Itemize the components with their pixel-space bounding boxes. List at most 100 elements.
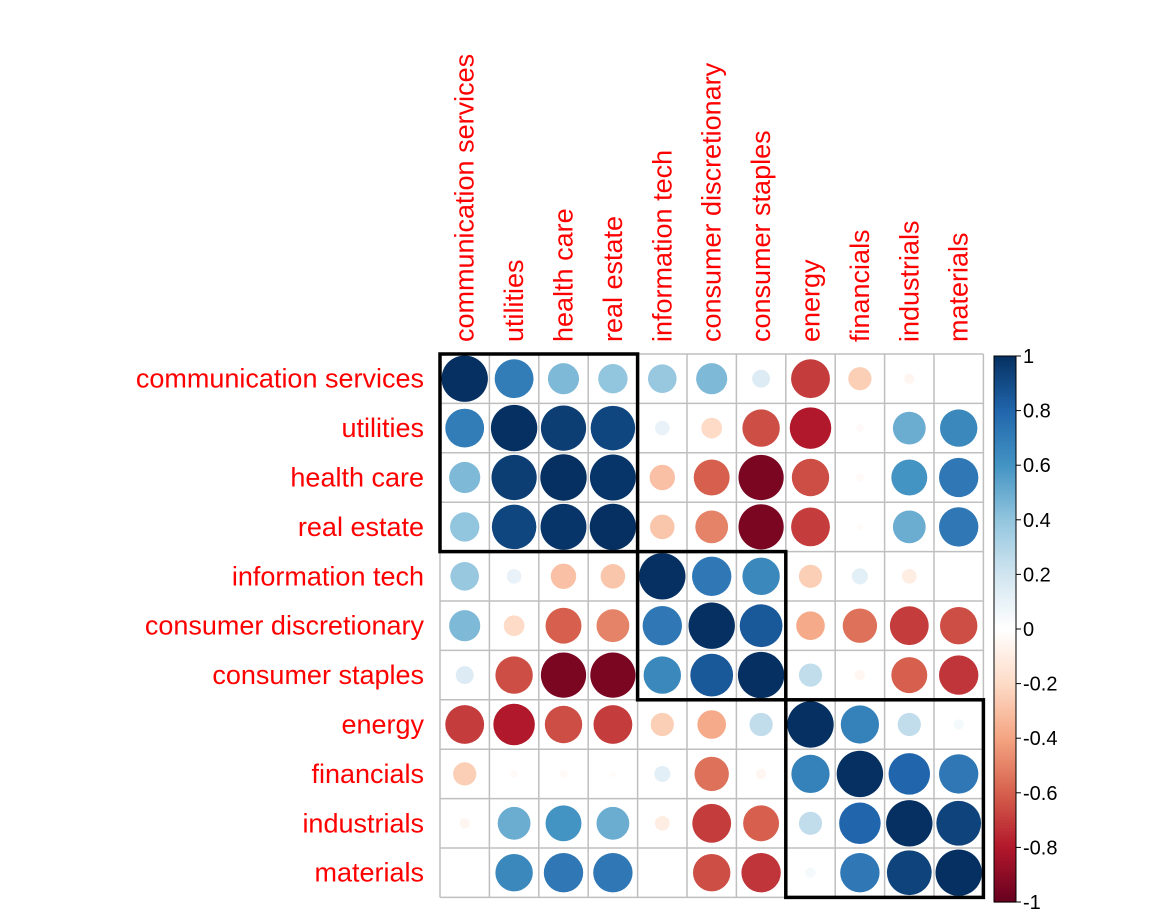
colorbar-tick-label: 0.8 — [1023, 401, 1051, 423]
colorbar-segment — [994, 544, 1016, 548]
colorbar-segment — [994, 770, 1016, 775]
corr-circle-communication-services-utilities — [494, 359, 534, 399]
colorbar-segment — [994, 757, 1016, 761]
colorbar-segment — [994, 776, 1016, 780]
colorbar-segment — [994, 380, 1016, 384]
corr-circle-utilities-consumer-discretionary — [701, 417, 723, 439]
colorbar-segment — [994, 710, 1016, 715]
corr-circle-communication-services-real-estate — [598, 364, 628, 394]
colorbar-segment — [994, 637, 1016, 641]
colorbar-tick-label: -1 — [1023, 892, 1041, 914]
colorbar-tick-label: 0.4 — [1023, 510, 1051, 532]
colorbar-segment — [994, 579, 1016, 584]
colorbar-segment — [994, 424, 1016, 428]
colorbar-segment — [994, 855, 1016, 859]
cluster-rect-3 — [784, 698, 986, 900]
colorbar-segment — [994, 719, 1016, 723]
colorbar-segment — [994, 795, 1016, 799]
colorbar-segment — [994, 541, 1016, 545]
correlation-circles — [441, 355, 982, 896]
corr-circle-materials-energy — [805, 867, 816, 878]
colorbar-segment — [994, 432, 1016, 436]
row-label-real-estate: real estate — [298, 512, 424, 542]
colorbar-segment — [994, 623, 1016, 627]
col-label-real-estate: real estate — [598, 216, 628, 342]
corr-circle-utilities-utilities — [490, 404, 538, 452]
colorbar-segment — [994, 500, 1016, 505]
corr-circle-information-tech-utilities — [506, 568, 522, 584]
corr-circle-real-estate-financials — [856, 523, 864, 531]
colorbar-segment — [994, 620, 1016, 625]
colorbar-segment — [994, 863, 1016, 868]
corr-circle-materials-materials — [935, 849, 982, 896]
colorbar-segment — [994, 738, 1016, 742]
row-label-health-care: health care — [290, 463, 424, 493]
colorbar-segment — [994, 538, 1016, 543]
colorbar-segment — [994, 850, 1016, 854]
colorbar-segment — [994, 508, 1016, 513]
colorbar-segment — [994, 642, 1016, 646]
corr-circle-financials-financials — [836, 750, 884, 798]
colorbar-segment — [994, 754, 1016, 758]
colorbar-segment — [994, 443, 1016, 447]
colorbar-segment — [994, 882, 1016, 887]
corr-circle-health-care-health-care — [540, 454, 587, 501]
colorbar-segment — [994, 634, 1016, 638]
corr-circle-real-estate-information-tech — [650, 514, 675, 540]
colorbar-segment — [994, 517, 1016, 521]
colorbar-tick-label: 0 — [1023, 619, 1034, 641]
corr-circle-financials-information-tech — [654, 765, 671, 782]
colorbar-segment — [994, 356, 1016, 360]
corr-circle-industrials-financials — [839, 802, 881, 845]
corr-circle-real-estate-communication-services — [450, 512, 480, 542]
colorbar-segment — [994, 429, 1016, 434]
colorbar-segment — [994, 596, 1016, 600]
colorbar-segment — [994, 437, 1016, 442]
colorbar-segment — [994, 577, 1016, 581]
colorbar-segment — [994, 787, 1016, 791]
colorbar-segment — [994, 582, 1016, 586]
colorbar-segment — [994, 405, 1016, 409]
colorbar-segment — [994, 806, 1016, 810]
colorbar-segment — [994, 798, 1016, 802]
corr-circle-health-care-utilities — [491, 454, 537, 501]
colorbar-segment — [994, 631, 1016, 636]
colorbar-segment — [994, 869, 1016, 873]
colorbar-segment — [994, 841, 1016, 846]
colorbar-segment — [994, 639, 1016, 644]
corr-circle-industrials-energy — [798, 811, 823, 835]
colorbar-segment — [994, 661, 1016, 666]
colorbar-segment — [994, 612, 1016, 616]
colorbar-segment — [994, 487, 1016, 491]
colorbar-segment — [994, 377, 1016, 382]
colorbar-segment — [994, 648, 1016, 652]
colorbar-segment — [994, 566, 1016, 570]
colorbar-segment — [994, 383, 1016, 387]
colorbar-segment — [994, 713, 1016, 717]
colorbar-segment — [994, 372, 1016, 376]
corr-circle-materials-industrials — [886, 850, 932, 896]
colorbar-segment — [994, 426, 1016, 431]
corr-circle-real-estate-consumer-discretionary — [695, 510, 729, 544]
row-label-industrials: industrials — [302, 808, 424, 838]
colorbar-segment — [994, 598, 1016, 603]
colorbar-segment — [994, 790, 1016, 794]
colorbar-segment — [994, 519, 1016, 524]
colorbar-segment — [994, 831, 1016, 835]
row-label-consumer-discretionary: consumer discretionary — [145, 611, 425, 641]
colorbar-segment — [994, 749, 1016, 753]
corr-circle-consumer-staples-information-tech — [643, 656, 682, 694]
colorbar-segment — [994, 459, 1016, 464]
corr-circle-health-care-information-tech — [649, 464, 676, 491]
corr-circle-information-tech-financials — [851, 568, 868, 585]
colorbar-segment — [994, 888, 1016, 892]
colorbar-segment — [994, 751, 1016, 756]
colorbar-segment — [994, 601, 1016, 606]
corr-circle-materials-financials — [840, 853, 880, 893]
colorbar-segment — [994, 571, 1016, 575]
colorbar-segment — [994, 694, 1016, 698]
corr-circle-health-care-consumer-staples — [738, 454, 784, 501]
colorbar-segment — [994, 402, 1016, 406]
colorbar-segment — [994, 549, 1016, 554]
corr-circle-utilities-industrials — [892, 411, 926, 445]
